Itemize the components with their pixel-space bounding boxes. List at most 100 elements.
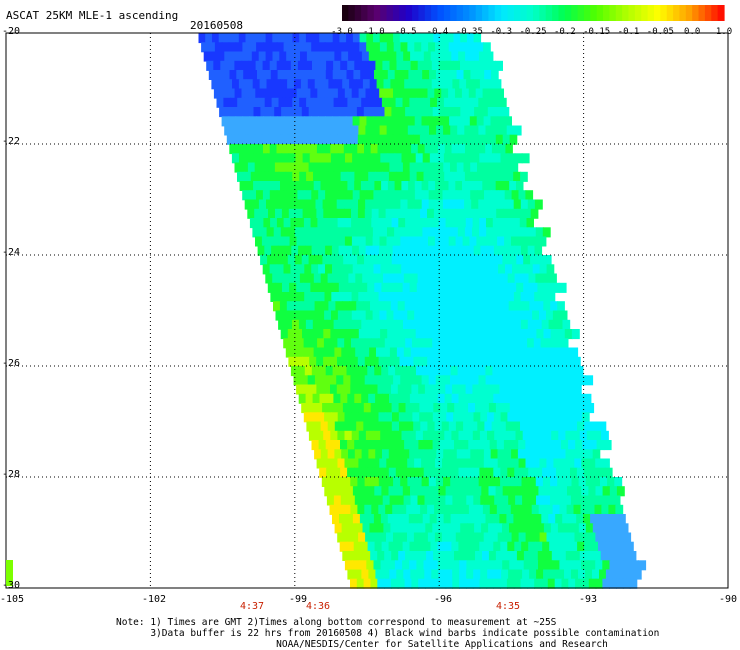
- swath-pixel: [239, 153, 247, 164]
- swath-pixel: [582, 412, 590, 423]
- swath-pixel: [308, 199, 317, 210]
- swath-pixel: [374, 70, 382, 80]
- swath-pixel: [364, 356, 373, 367]
- swath-pixel: [327, 449, 336, 460]
- swath-pixel: [469, 236, 478, 247]
- swath-pixel: [611, 514, 619, 525]
- swath-pixel: [263, 70, 272, 80]
- swath-pixel: [572, 430, 581, 441]
- swath-pixel: [514, 227, 523, 238]
- swath-pixel: [478, 144, 486, 155]
- swath-pixel: [492, 199, 501, 210]
- swath-pixel: [258, 51, 267, 62]
- swath-pixel: [296, 282, 305, 293]
- swath-pixel: [349, 421, 357, 432]
- colorbar-segment: [717, 5, 725, 21]
- swath-pixel: [490, 532, 499, 543]
- swath-pixel: [400, 532, 408, 543]
- swath-pixel: [424, 347, 433, 358]
- swath-pixel: [336, 477, 344, 487]
- swath-pixel: [265, 273, 273, 284]
- swath-pixel: [375, 171, 383, 182]
- swath-pixel: [471, 366, 480, 377]
- swath-pixel: [312, 70, 320, 80]
- swath-pixel: [574, 384, 582, 395]
- swath-pixel: [445, 347, 454, 358]
- swath-pixel: [485, 125, 494, 136]
- swath-pixel: [330, 144, 338, 155]
- lon-label-105: -105: [0, 594, 25, 605]
- swath-pixel: [497, 458, 506, 469]
- swath-pixel: [371, 412, 380, 423]
- swath-pixel: [584, 495, 593, 506]
- swath-pixel: [484, 264, 492, 275]
- swath-pixel: [273, 79, 281, 90]
- swath-pixel: [429, 125, 437, 136]
- swath-pixel: [373, 33, 381, 44]
- swath-pixel: [393, 42, 402, 53]
- swath-pixel: [466, 412, 475, 423]
- swath-pixel: [358, 125, 367, 136]
- swath-pixel: [454, 134, 463, 145]
- swath-pixel: [443, 366, 452, 377]
- swath-pixel: [571, 477, 580, 487]
- swath-pixel: [422, 366, 431, 377]
- swath-pixel: [359, 116, 368, 127]
- swath-pixel: [477, 190, 485, 201]
- swath-pixel: [230, 97, 238, 108]
- swath-pixel: [564, 477, 573, 487]
- swath-pixel: [448, 42, 457, 53]
- swath-pixel: [463, 70, 472, 80]
- swath-pixel: [535, 273, 544, 284]
- swath-pixel: [425, 440, 434, 451]
- swath-pixel: [245, 33, 253, 44]
- swath-pixel: [365, 199, 373, 210]
- swath-pixel: [351, 458, 360, 469]
- swath-pixel: [409, 366, 417, 377]
- swath-pixel: [379, 88, 387, 99]
- swath-pixel: [337, 134, 345, 145]
- swath-pixel: [593, 551, 602, 561]
- swath-pixel: [400, 199, 409, 210]
- swath-pixel: [306, 97, 314, 108]
- swath-pixel: [562, 514, 570, 525]
- swath-pixel: [493, 273, 502, 284]
- swath-pixel: [343, 255, 351, 266]
- swath-pixel: [377, 384, 386, 395]
- swath-pixel: [431, 273, 440, 284]
- swath-pixel: [486, 338, 494, 349]
- swath-pixel: [445, 79, 454, 90]
- swath-pixel: [359, 190, 368, 201]
- swath-pixel: [259, 125, 268, 136]
- swath-pixel: [337, 356, 345, 367]
- swath-pixel: [494, 495, 502, 506]
- swath-pixel: [296, 338, 305, 349]
- swath-pixel: [482, 504, 491, 515]
- swath-pixel: [339, 514, 347, 525]
- swath-pixel: [453, 523, 461, 534]
- swath-pixel: [520, 578, 529, 589]
- swath-pixel: [418, 440, 427, 451]
- swath-pixel: [397, 144, 406, 155]
- swath-pixel: [486, 329, 495, 340]
- swath-pixel: [542, 467, 550, 478]
- swath-pixel: [365, 245, 374, 256]
- colorbar-segment: [475, 5, 483, 21]
- swath-pixel: [422, 430, 431, 441]
- swath-pixel: [616, 578, 624, 589]
- swath-pixel: [486, 227, 495, 238]
- swath-pixel: [558, 282, 567, 293]
- swath-pixel: [472, 393, 481, 404]
- swath-pixel: [411, 578, 419, 589]
- swath-pixel: [377, 421, 386, 432]
- swath-pixel: [450, 227, 459, 238]
- swath-pixel: [472, 153, 481, 164]
- swath-pixel: [380, 329, 388, 340]
- swath-pixel: [446, 245, 455, 256]
- swath-pixel: [357, 218, 366, 229]
- swath-pixel: [442, 264, 451, 275]
- swath-pixel: [386, 199, 395, 210]
- swath-pixel: [534, 578, 542, 589]
- swath-pixel: [315, 403, 323, 414]
- swath-pixel: [421, 310, 429, 321]
